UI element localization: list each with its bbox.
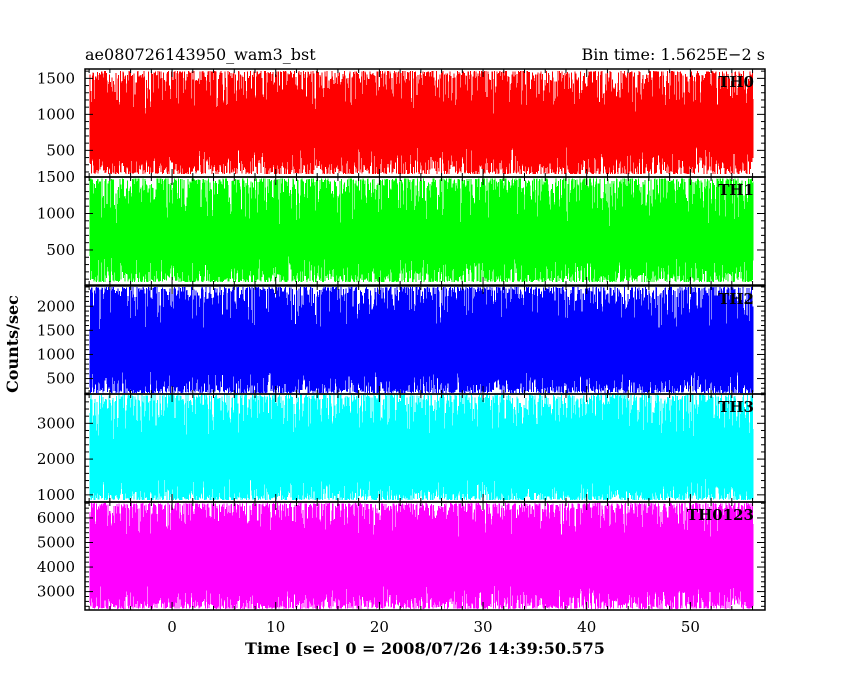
- panel-label-th2: TH2: [718, 290, 754, 308]
- y-tick-label-th3: 3000: [37, 414, 75, 432]
- series-th3-line: [89, 394, 754, 501]
- y-tick-label-th0123: 6000: [37, 509, 75, 527]
- y-tick-label-th1: 1000: [37, 204, 75, 222]
- series-th1-line: [89, 178, 754, 283]
- labels-layer: ae080726143950_wam3_bst Bin time: 1.5625…: [3, 45, 765, 658]
- y-tick-label-th0123: 4000: [37, 558, 75, 576]
- series-th0-line: [89, 71, 754, 175]
- series-th0123-line: [89, 503, 754, 609]
- x-tick-label: 20: [370, 618, 389, 636]
- panel-label-th0: TH0: [718, 73, 754, 91]
- x-tick-label: 40: [577, 618, 596, 636]
- y-tick-label-th1: 1500: [37, 168, 75, 186]
- y-tick-label-th0123: 5000: [37, 534, 75, 552]
- y-tick-label-th2: 1500: [37, 321, 75, 339]
- y-tick-label-th0123: 3000: [37, 583, 75, 601]
- panel-label-th0123: TH0123: [687, 506, 754, 524]
- panel-th0123-frame: [84, 501, 766, 611]
- x-tick-label: 10: [266, 618, 285, 636]
- x-axis-title: Time [sec] 0 = 2008/07/26 14:39:50.575: [245, 639, 605, 658]
- y-tick-label-th0: 500: [46, 141, 75, 159]
- bin-time-label: Bin time: 1.5625E−2 s: [582, 45, 765, 64]
- panel-label-th3: TH3: [718, 398, 754, 416]
- y-tick-label-th2: 1000: [37, 345, 75, 363]
- x-tick-label: 30: [474, 618, 493, 636]
- axes-layer: TH050010001500TH150010001500TH2500100015…: [37, 68, 766, 636]
- series-layer: [89, 71, 754, 609]
- y-tick-label-th2: 500: [46, 370, 75, 388]
- y-tick-label-th3: 2000: [37, 450, 75, 468]
- panel-th1-frame: [84, 176, 766, 286]
- y-axis-title: Counts/sec: [3, 295, 22, 393]
- x-tick-label: 50: [681, 618, 700, 636]
- y-tick-label-th3: 1000: [37, 486, 75, 504]
- series-th2-line: [89, 287, 754, 393]
- chart-title: ae080726143950_wam3_bst: [85, 45, 316, 64]
- x-tick-label: 0: [167, 618, 177, 636]
- panel-label-th1: TH1: [718, 181, 754, 199]
- y-tick-label-th0: 1000: [37, 105, 75, 123]
- y-tick-label-th0: 1500: [37, 69, 75, 87]
- y-tick-label-th1: 500: [46, 241, 75, 259]
- y-tick-label-th2: 2000: [37, 297, 75, 315]
